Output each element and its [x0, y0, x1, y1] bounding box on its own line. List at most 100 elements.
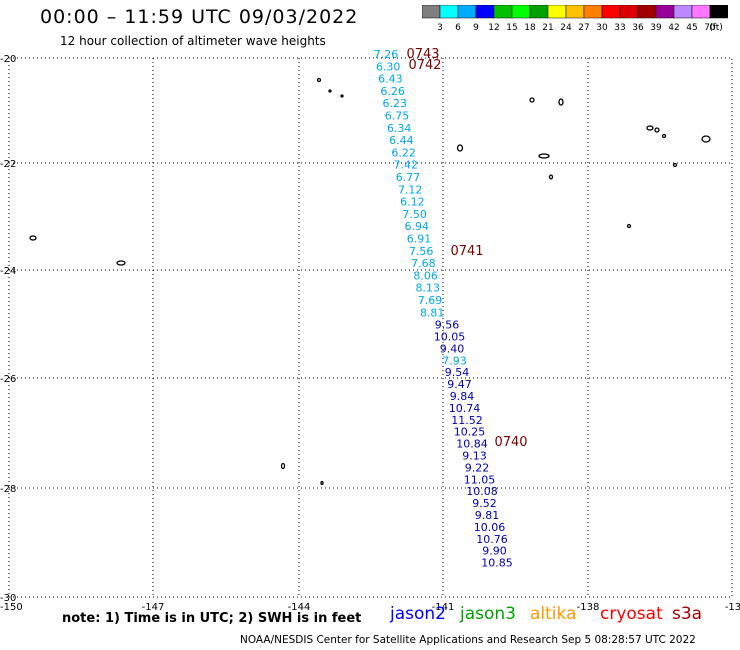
wave-height-value: 9.13: [462, 450, 487, 463]
wave-height-value: 9.52: [472, 497, 497, 510]
scale-label: 12: [488, 23, 499, 33]
island: [320, 480, 324, 486]
wave-height-value: 6.23: [383, 97, 408, 110]
island: [672, 162, 678, 168]
island: [661, 133, 667, 139]
wave-height-value: 9.90: [482, 545, 507, 558]
island: [340, 94, 344, 98]
lat-label: -28: [0, 484, 16, 495]
island: [701, 135, 711, 143]
legend-altika: altika: [530, 604, 577, 624]
legend-s3a: s3a: [672, 604, 703, 624]
wave-height-value: 9.56: [435, 319, 460, 332]
island: [529, 97, 535, 103]
wave-height-value: 7.26: [374, 48, 399, 61]
island: [654, 127, 660, 133]
legend-cryosat: cryosat: [600, 604, 663, 624]
wave-height-value: 7.56: [409, 245, 434, 258]
wave-height-value: 10.06: [474, 521, 506, 534]
wave-height-value: 7.93: [442, 354, 467, 367]
wave-height-value: 10.25: [454, 426, 486, 439]
wave-height-value: 9.47: [447, 378, 472, 391]
wave-height-value: 8.81: [420, 306, 445, 319]
island: [538, 153, 550, 159]
scale-label: 15: [506, 23, 517, 33]
island: [456, 144, 464, 152]
time-label: 0740: [494, 435, 527, 450]
time-label: 0741: [450, 244, 483, 259]
wave-height-value: 7.12: [398, 183, 423, 196]
axis-labels: -20 -22 -24 -26 -28 -30-150 -147 -144 -141 -138 -1…: [0, 54, 740, 613]
scale-label: 30: [596, 23, 608, 33]
island: [316, 77, 322, 83]
scale-label: 36: [632, 23, 644, 33]
wave-height-value: 7.69: [418, 294, 443, 307]
wave-height-value: 6.22: [391, 146, 416, 159]
wave-height-value: 10.08: [466, 485, 498, 498]
wave-height-value: 9.54: [445, 366, 470, 379]
lon-label: -147: [142, 602, 165, 613]
scale-label: 45: [686, 23, 697, 33]
lat-label: -22: [0, 159, 16, 170]
wave-height-value: 6.34: [387, 122, 412, 135]
wave-height-value: 7.50: [402, 208, 427, 221]
satellite-track: 7.266.306.436.266.236.756.346.446.227.42…: [374, 47, 528, 570]
wave-height-value: 7.68: [411, 257, 436, 270]
wave-height-value: 6.44: [389, 134, 414, 147]
wave-height-value: 10.05: [434, 331, 466, 344]
scale-label: 24: [560, 23, 572, 33]
lon-label: -13: [725, 602, 740, 613]
wave-height-value: 9.84: [450, 390, 475, 403]
lat-label: -30: [0, 593, 16, 604]
map-frame: [8, 57, 733, 598]
color-scale-bar: 3 6 9 12 15 18 21 24 27 30 33 36 39 42 45 70(ft): [422, 5, 728, 33]
island: [626, 223, 632, 229]
scale-label: 33: [614, 23, 625, 33]
wave-height-value: 7.42: [394, 159, 419, 172]
footer-credit: NOAA/NESDIS Center for Satellite Applica…: [240, 634, 696, 646]
scale-label: 39: [650, 23, 662, 33]
wave-height-value: 10.84: [456, 438, 488, 451]
lon-label: -138: [577, 602, 600, 613]
wave-height-value: 6.12: [400, 196, 425, 209]
wave-height-value: 9.22: [465, 461, 490, 474]
time-label: 0743: [406, 47, 439, 62]
island: [280, 462, 286, 470]
wave-height-value: 9.40: [440, 342, 465, 355]
wave-height-value: 10.74: [449, 402, 481, 415]
wave-height-value: 11.52: [451, 414, 483, 427]
wave-height-value: 6.91: [407, 233, 432, 246]
scale-swatch: [709, 5, 728, 19]
note-text: note: 1) Time is in UTC; 2) SWH is in fe…: [62, 611, 362, 626]
wave-height-value: 8.06: [413, 269, 438, 282]
lon-label: -144: [288, 602, 311, 613]
wave-height-value: 9.81: [475, 509, 500, 522]
lat-label: -20: [0, 54, 16, 65]
scale-label: (ft): [709, 23, 723, 33]
legend-jason3: jason3: [460, 604, 516, 624]
scale-label: 21: [542, 23, 553, 33]
map-grid: [8, 57, 733, 598]
wave-height-value: 6.77: [396, 171, 421, 184]
wave-height-value: 11.05: [464, 473, 496, 486]
lat-label: -26: [0, 374, 16, 385]
scale-label: 27: [578, 23, 589, 33]
wave-height-value: 6.43: [378, 73, 403, 86]
lon-label: -150: [0, 602, 23, 613]
scale-label: 70: [704, 23, 716, 33]
island: [548, 174, 554, 180]
island: [558, 98, 564, 106]
wave-height-value: 6.26: [380, 85, 405, 98]
scale-label: 42: [668, 23, 679, 33]
wave-height-value: 10.85: [481, 557, 513, 570]
island: [29, 235, 37, 241]
wave-height-value: 10.76: [476, 533, 508, 546]
wave-height-value: 8.13: [416, 282, 441, 295]
page-title: 00:00 – 11:59 UTC 09/03/2022: [40, 6, 359, 28]
scale-label: 9: [473, 23, 479, 33]
island: [646, 125, 654, 131]
island: [116, 260, 126, 266]
legend-jason2: jason2: [390, 604, 446, 624]
scale-label: 6: [455, 23, 461, 33]
page-subtitle: 12 hour collection of altimeter wave hei…: [60, 34, 326, 48]
